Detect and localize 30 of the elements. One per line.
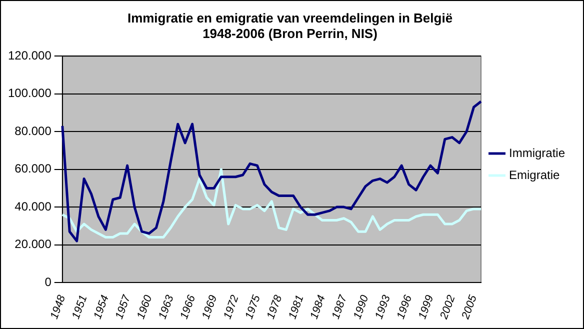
x-tick-label: 1996 — [394, 292, 415, 321]
x-tick-label: 1951 — [70, 294, 90, 321]
x-tick-label: 1972 — [222, 294, 242, 321]
x-tick-label: 2005 — [459, 292, 480, 322]
y-tick-label: 120.000 — [8, 48, 52, 63]
x-tick-label: 1981 — [286, 294, 306, 321]
x-tick-label: 1978 — [264, 292, 285, 321]
x-tick-label: 1948 — [48, 292, 68, 321]
x-tick-label: 1963 — [156, 292, 177, 321]
x-tick-label: 1966 — [178, 292, 198, 321]
x-tick-label: 1957 — [113, 292, 134, 321]
y-tick-label: 20.000 — [14, 237, 52, 252]
y-tick-label: 40.000 — [14, 199, 52, 214]
y-tick-label: 60.000 — [14, 162, 52, 176]
x-tick-label: 1954 — [92, 294, 112, 321]
chart-title: Immigratie en emigratie van vreemdelingen in België 1948-2006 (Bron Perrin, NIS) — [127, 10, 453, 41]
y-tick-label: 80.000 — [14, 124, 52, 138]
y-tick-label: 100.000 — [8, 86, 52, 100]
legend-label: Emigratie — [508, 168, 560, 182]
x-tick-label: 1969 — [200, 294, 220, 321]
x-tick-label: 1987 — [330, 292, 350, 321]
legend-label: Immigratie — [508, 146, 566, 160]
x-tick-label: 1984 — [308, 294, 328, 321]
x-tick-label: 1990 — [352, 292, 372, 321]
x-tick-label: 2002 — [438, 294, 458, 322]
x-tick-label: 1999 — [416, 294, 436, 321]
x-tick-label: 1960 — [135, 292, 155, 321]
x-tick-label: 1975 — [243, 292, 264, 321]
y-tick-label: 0 — [44, 274, 52, 289]
x-tick-label: 1993 — [373, 292, 394, 321]
